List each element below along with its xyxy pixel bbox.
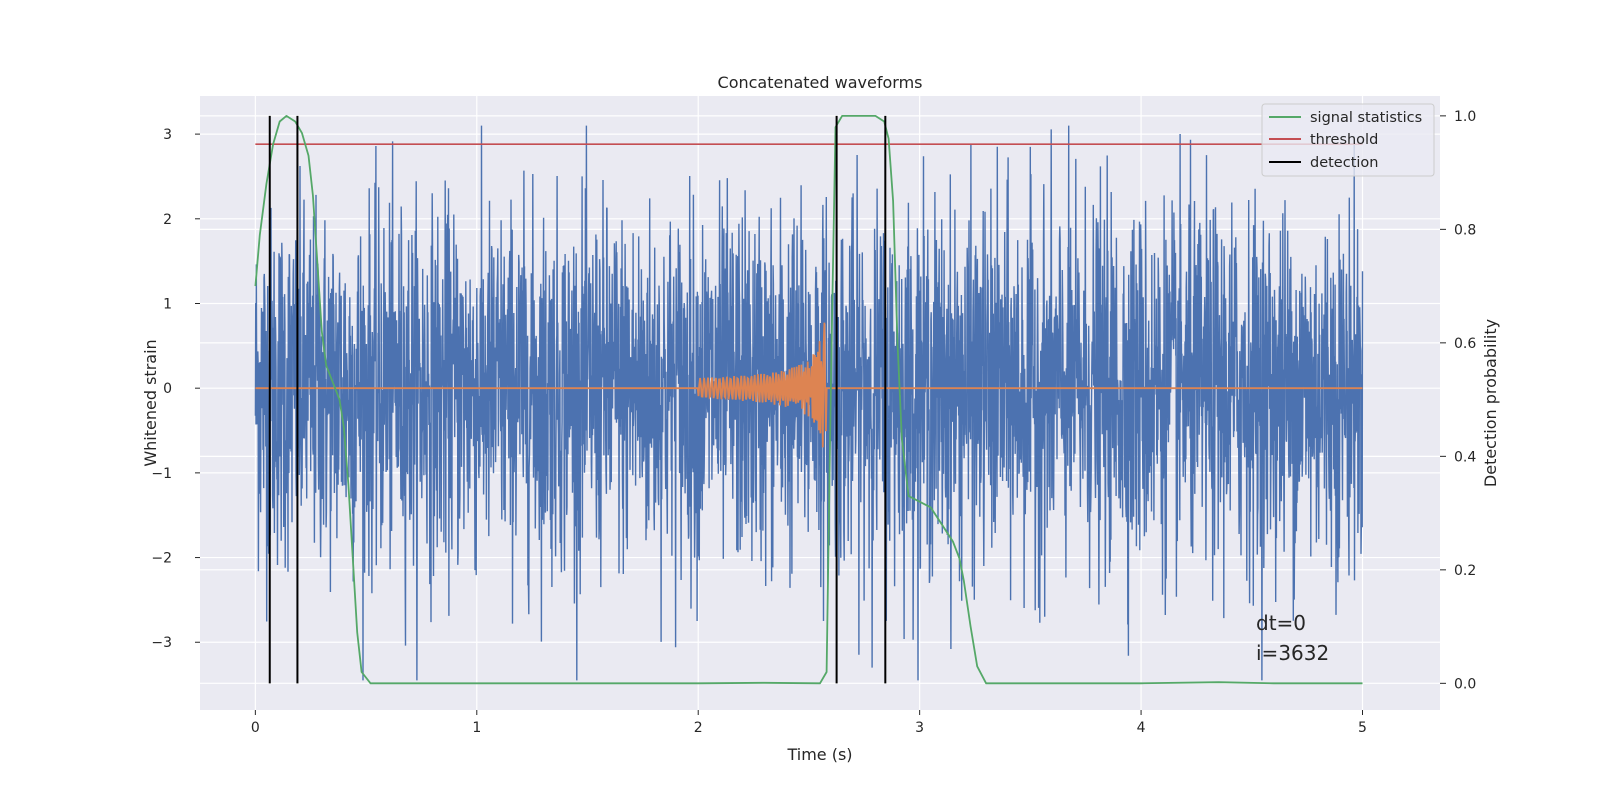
y-right-tick-label: 0.2 [1454,563,1476,579]
y-left-axis-ticks: −3 −2 −1 0 1 2 3 [151,127,200,651]
y-right-tick-label: 0.0 [1454,676,1476,692]
y-right-axis-ticks: 0.0 0.2 0.4 0.6 0.8 1.0 [1440,109,1476,692]
x-tick-label: 0 [251,720,260,736]
x-tick-label: 3 [915,720,924,736]
legend-box [1261,103,1435,177]
legend: signal statistics threshold detection [1261,103,1435,177]
annotation-dt: dt=0 [1256,611,1306,635]
signal-statistics-line [254,115,1363,685]
strain-series-line [254,125,1364,681]
annotation-index: i=3632 [1256,641,1329,665]
x-tick-label: 5 [1358,720,1367,736]
y-left-tick-label: −1 [151,466,172,482]
legend-label-detection: detection [1310,155,1378,171]
x-axis-ticks: 0 1 2 3 4 5 [251,710,1367,736]
x-tick-label: 2 [694,720,703,736]
y-left-tick-label: 3 [163,127,172,143]
legend-label-threshold: threshold [1310,132,1378,148]
y-left-tick-label: −3 [151,635,172,651]
x-tick-label: 1 [472,720,481,736]
x-axis-label: Time (s) [786,745,852,764]
x-tick-label: 4 [1137,720,1146,736]
y-left-tick-label: 0 [163,381,172,397]
y-left-tick-label: 1 [163,296,172,312]
y-right-axis-label: Detection probability [1481,319,1500,487]
y-right-tick-label: 1.0 [1454,109,1476,125]
chart-title: Concatenated waveforms [718,73,923,92]
legend-label-signal-statistics: signal statistics [1310,110,1422,126]
y-right-tick-label: 0.6 [1454,336,1476,352]
chirp-series-line [255,322,1363,448]
y-left-axis-label: Whitened strain [141,339,160,466]
y-left-tick-label: 2 [163,212,172,228]
y-left-tick-label: −2 [151,551,172,567]
y-right-tick-label: 0.4 [1454,449,1476,465]
y-right-tick-label: 0.8 [1454,222,1476,238]
